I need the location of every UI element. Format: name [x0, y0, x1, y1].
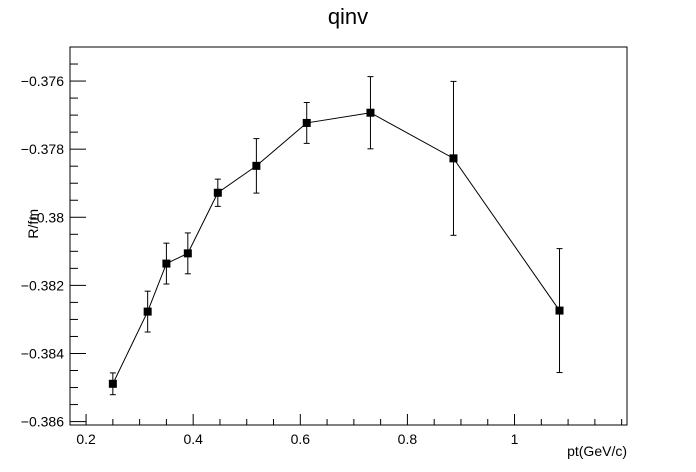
x-axis-title: pt(GeV/c) — [567, 443, 627, 459]
y-tick-label: −0.384 — [21, 345, 64, 361]
x-tick-label: 0.4 — [183, 431, 203, 447]
x-tick-label: 0.6 — [291, 431, 311, 447]
chart-title: qinv — [328, 4, 368, 29]
data-point — [302, 118, 311, 127]
y-tick-label: −0.378 — [21, 141, 64, 157]
data-point — [366, 108, 375, 117]
y-tick-label: −0.386 — [21, 414, 64, 430]
y-tick-label: −0.376 — [21, 73, 64, 89]
series-layer — [108, 76, 564, 396]
axes: 0.2 0.4 0.6 0.8 1 −0.386 −0.384 −0.382 −0.38 −0.3… — [21, 46, 623, 447]
data-point — [213, 188, 222, 197]
series-line — [112, 112, 560, 385]
data-point — [143, 307, 152, 316]
y-axis-title: R/fm — [25, 209, 41, 239]
x-tick-label: 1 — [511, 431, 519, 447]
data-point — [449, 154, 458, 163]
y-tick-label: −0.38 — [29, 209, 65, 225]
x-tick-label: 0.2 — [76, 431, 96, 447]
data-point — [252, 161, 261, 170]
data-point — [183, 249, 192, 258]
plot-frame — [69, 46, 628, 426]
data-point — [555, 306, 564, 315]
data-point — [162, 259, 171, 268]
x-tick-label: 0.8 — [398, 431, 418, 447]
y-tick-label: −0.382 — [21, 277, 64, 293]
data-point — [108, 379, 117, 388]
